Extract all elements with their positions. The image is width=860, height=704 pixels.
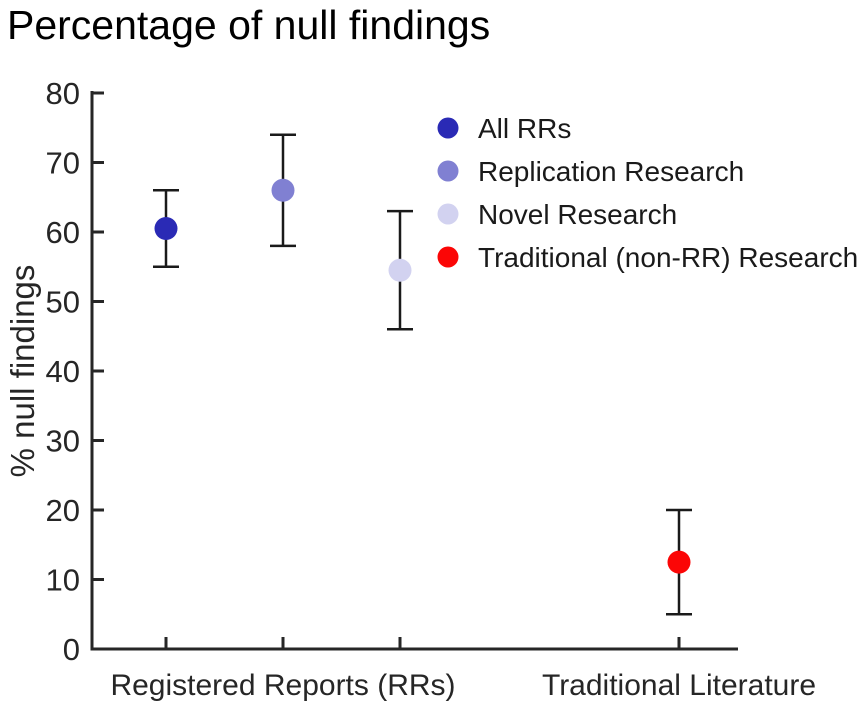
x-category-label-registered-reports-rrs: Registered Reports (RRs) [110,669,455,702]
y-tick-label: 40 [46,354,80,389]
y-axis-title: % null findings [4,265,41,478]
legend-label-all-rrs: All RRs [478,113,571,144]
legend-label-traditional-non-rr-research: Traditional (non-RR) Research [478,242,858,273]
data-point-novel-research [388,258,412,282]
data-point-replication-research [271,178,295,202]
y-tick-label: 30 [46,424,80,459]
legend-dot-replication-research [437,160,459,182]
y-tick-label: 80 [46,76,80,111]
x-category-label-traditional-literature: Traditional Literature [542,669,816,702]
y-tick-label: 20 [46,493,80,528]
data-point-all-rrs [154,217,178,241]
legend-dot-all-rrs [437,117,459,139]
data-point-traditional-non-rr-research [667,550,691,574]
y-tick-label: 0 [63,632,80,667]
legend-dot-traditional-non-rr-research [437,246,459,268]
y-tick-label: 10 [46,563,80,598]
y-tick-label: 50 [46,285,80,320]
y-tick-label: 70 [46,146,80,181]
legend-label-replication-research: Replication Research [478,156,744,187]
y-tick-label: 60 [46,215,80,250]
chart-title: Percentage of null findings [7,2,491,48]
legend-dot-novel-research [437,203,459,225]
legend-label-novel-research: Novel Research [478,199,677,230]
